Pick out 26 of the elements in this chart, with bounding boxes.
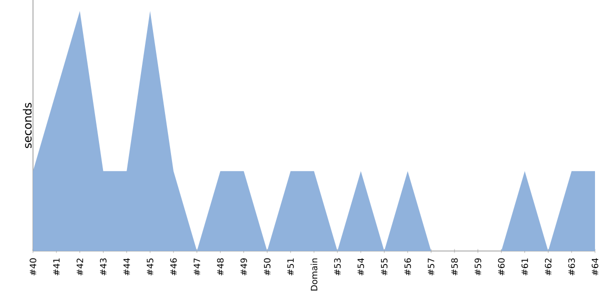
x-tick-label: #59 bbox=[474, 258, 482, 276]
x-tick-label: Domain bbox=[310, 258, 318, 290]
x-tick-label: #58 bbox=[451, 258, 458, 276]
x-tick-label: #48 bbox=[217, 258, 224, 276]
x-tick-label: #63 bbox=[568, 258, 575, 276]
x-tick-label: #49 bbox=[240, 258, 248, 276]
x-tick-label: #51 bbox=[287, 258, 294, 276]
x-tick-label: #46 bbox=[170, 258, 177, 276]
x-tick-label: #50 bbox=[264, 258, 270, 276]
x-tick-label: #44 bbox=[124, 258, 130, 276]
y-axis-title: seconds bbox=[22, 102, 32, 148]
x-tick-label: #41 bbox=[53, 258, 60, 276]
x-tick-label: #57 bbox=[428, 258, 434, 276]
x-tick-label: #55 bbox=[381, 258, 388, 276]
x-tick-label: #64 bbox=[592, 258, 598, 276]
x-tick-label: #54 bbox=[358, 258, 364, 276]
x-tick-label: #45 bbox=[146, 258, 154, 276]
x-tick-label: #61 bbox=[521, 258, 528, 276]
x-tick-label: #53 bbox=[334, 258, 341, 276]
x-tick-label: #60 bbox=[498, 258, 505, 276]
x-tick-label: #47 bbox=[194, 258, 200, 276]
x-tick-label: #43 bbox=[100, 258, 107, 276]
x-tick-label: #40 bbox=[30, 258, 36, 276]
x-tick-label: #56 bbox=[404, 258, 411, 276]
x-tick-label: #42 bbox=[76, 258, 84, 276]
x-tick-label: #62 bbox=[544, 258, 552, 276]
